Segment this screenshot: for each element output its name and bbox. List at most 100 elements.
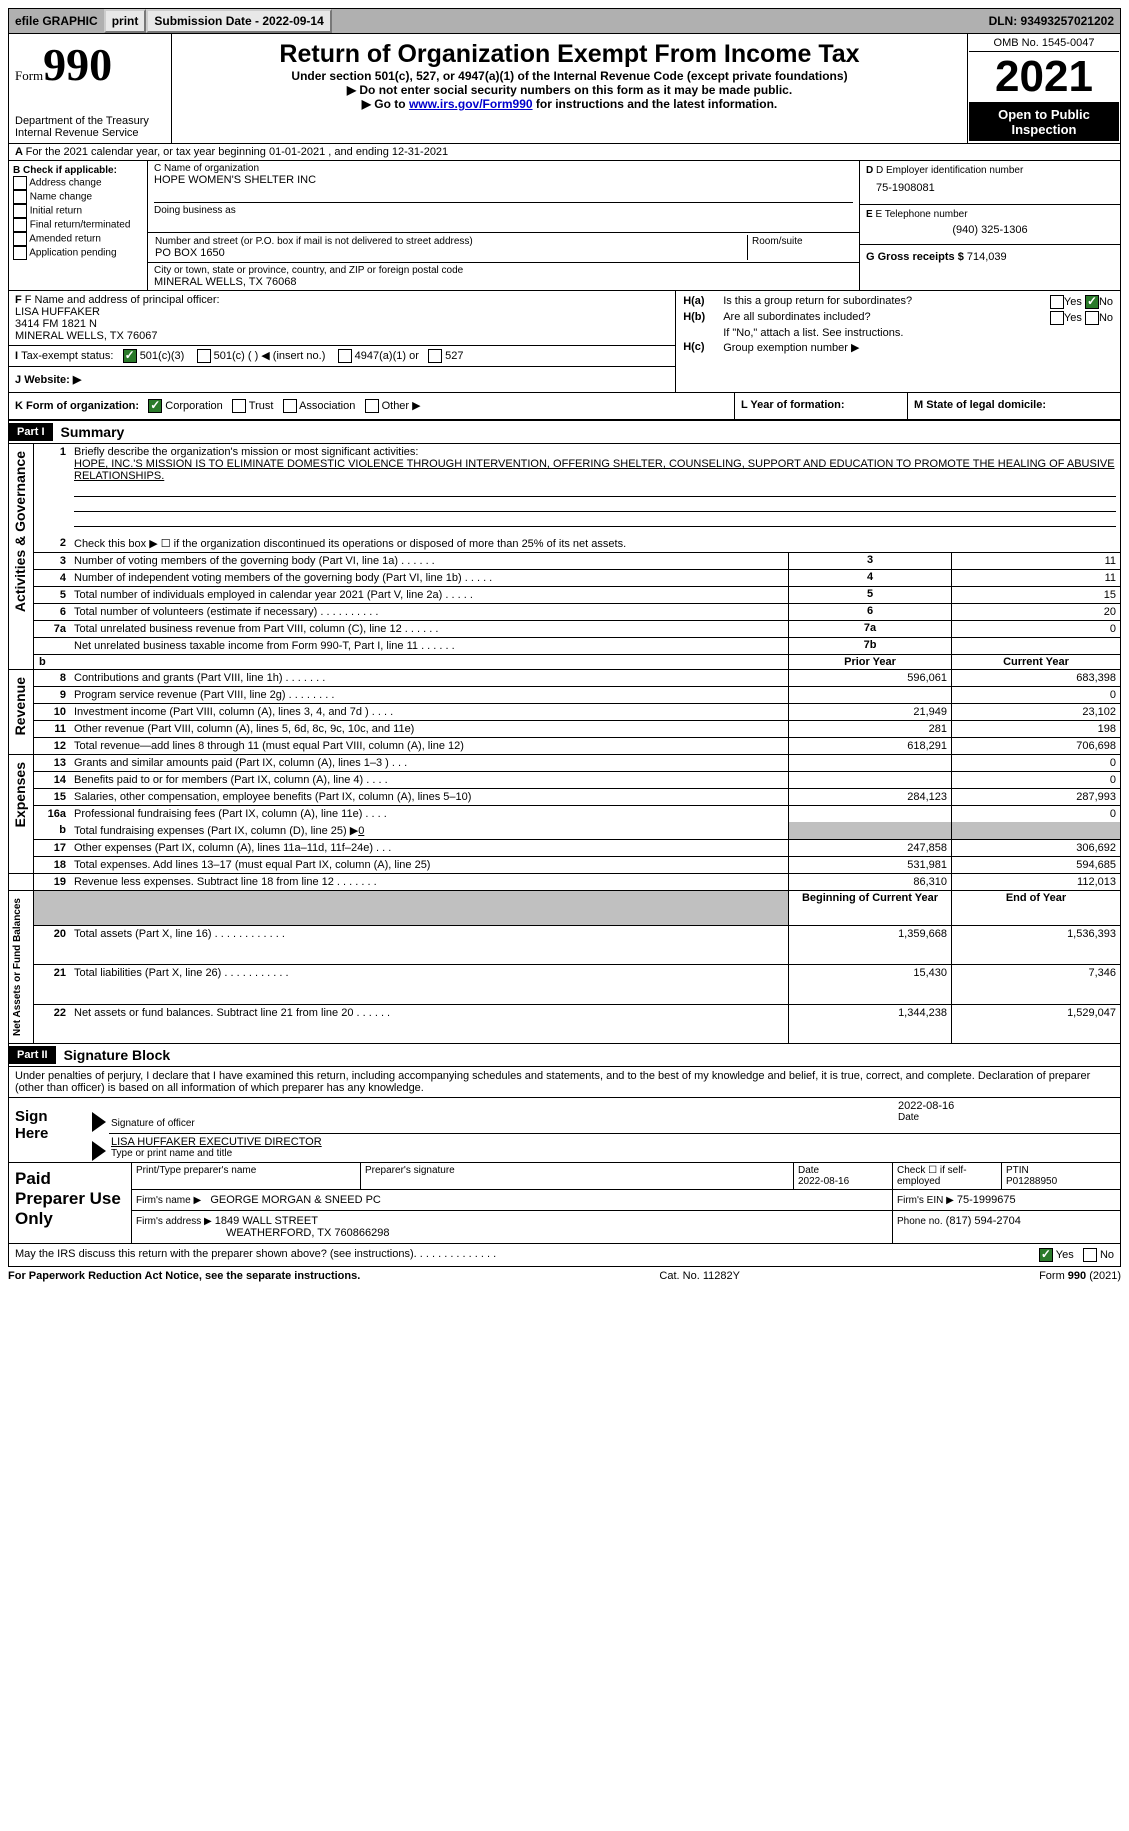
tel-label: E E Telephone number: [866, 209, 1114, 220]
k-l-m-row: K Form of organization: Corporation Trus…: [8, 393, 1121, 420]
form-subtitle: Under section 501(c), 527, or 4947(a)(1)…: [178, 69, 961, 83]
check-amended[interactable]: [13, 232, 27, 246]
q1-text: HOPE, INC.'S MISSION IS TO ELIMINATE DOM…: [74, 458, 1115, 482]
cb-4947[interactable]: [338, 349, 352, 363]
q12: Total revenue—add lines 8 through 11 (mu…: [70, 738, 789, 755]
v5: 15: [952, 587, 1121, 604]
form-title: Return of Organization Exempt From Incom…: [178, 40, 961, 69]
footer: For Paperwork Reduction Act Notice, see …: [8, 1267, 1121, 1285]
check-final[interactable]: [13, 218, 27, 232]
instr-1: ▶ Do not enter social security numbers o…: [178, 83, 961, 97]
q14: Benefits paid to or for members (Part IX…: [70, 772, 789, 789]
discuss-no[interactable]: [1083, 1248, 1097, 1262]
check-name[interactable]: [13, 190, 27, 204]
irs-link[interactable]: www.irs.gov/Form990: [409, 97, 533, 111]
part-i-label: Part I: [9, 423, 53, 441]
form-number: 990: [43, 39, 112, 90]
q8: Contributions and grants (Part VIII, lin…: [70, 670, 789, 687]
cb-501c3[interactable]: [123, 349, 137, 363]
q22: Net assets or fund balances. Subtract li…: [70, 1004, 789, 1043]
q18: Total expenses. Add lines 13–17 (must eq…: [70, 857, 789, 874]
cb-527[interactable]: [428, 349, 442, 363]
paid-preparer: Paid Preparer Use Only: [9, 1163, 132, 1244]
q16b: Total fundraising expenses (Part IX, col…: [70, 822, 789, 840]
check-pending[interactable]: [13, 246, 27, 260]
discuss-row: May the IRS discuss this return with the…: [8, 1244, 1121, 1267]
side-net: Net Assets or Fund Balances: [10, 892, 25, 1042]
discuss-yes[interactable]: [1039, 1248, 1053, 1262]
printed-label: Type or print name and title: [111, 1148, 1118, 1159]
hb-note: If "No," attach a list. See instructions…: [722, 326, 1114, 340]
tel-value: (940) 325-1306: [866, 220, 1114, 240]
arrow-icon: [92, 1141, 106, 1161]
hb-no[interactable]: [1085, 311, 1099, 325]
website-label: Website: ▶: [24, 374, 81, 386]
q10: Investment income (Part VIII, column (A)…: [70, 704, 789, 721]
cb-trust[interactable]: [232, 399, 246, 413]
ha-no[interactable]: [1085, 295, 1099, 309]
q3: Number of voting members of the governin…: [70, 553, 789, 570]
instr-2: ▶ Go to www.irs.gov/Form990 for instruct…: [178, 97, 961, 111]
v3: 11: [952, 553, 1121, 570]
tax-year: 2021: [969, 52, 1119, 103]
q19: Revenue less expenses. Subtract line 18 …: [70, 874, 789, 891]
q13: Grants and similar amounts paid (Part IX…: [70, 755, 789, 772]
tax-exempt-label: Tax-exempt status:: [21, 350, 113, 362]
declaration: Under penalties of perjury, I declare th…: [8, 1066, 1121, 1098]
ha-text: Is this a group return for subordinates?: [722, 294, 1014, 310]
q1-pre: Briefly describe the organization's miss…: [74, 446, 418, 458]
gross-label: G Gross receipts $: [866, 251, 964, 263]
q15: Salaries, other compensation, employee b…: [70, 789, 789, 806]
form-label: Form: [15, 68, 43, 83]
print-button[interactable]: print: [104, 9, 147, 33]
q16a: Professional fundraising fees (Part IX, …: [70, 806, 789, 823]
check-address[interactable]: [13, 176, 27, 190]
cb-501c[interactable]: [197, 349, 211, 363]
col-current: Current Year: [952, 655, 1121, 670]
dln: DLN: 93493257021202: [983, 11, 1120, 31]
q21: Total liabilities (Part X, line 26) . . …: [70, 965, 789, 1004]
sig-date-label: Date: [898, 1112, 1118, 1123]
cb-other[interactable]: [365, 399, 379, 413]
ptin: P01288950: [1006, 1176, 1057, 1187]
col-prior: Prior Year: [789, 655, 952, 670]
officer-label: F Name and address of principal officer:: [25, 294, 220, 306]
ein-value: 75-1908081: [866, 176, 1114, 200]
firm-addr2: WEATHERFORD, TX 760866298: [136, 1227, 389, 1239]
check-self: Check ☐ if self-employed: [893, 1163, 1002, 1190]
part-ii-title: Signature Block: [56, 1044, 179, 1066]
check-applicable: B Check if applicable: Address change Na…: [9, 161, 148, 291]
submission-date: Submission Date - 2022-09-14: [146, 9, 331, 33]
side-governance: Activities & Governance: [10, 445, 30, 618]
side-expenses: Expenses: [10, 756, 30, 833]
check-initial[interactable]: [13, 204, 27, 218]
part-ii-label: Part II: [9, 1046, 56, 1064]
v6: 20: [952, 604, 1121, 621]
firm-ein: 75-1999675: [957, 1194, 1016, 1206]
gross-value: 714,039: [967, 251, 1007, 263]
cb-assoc[interactable]: [283, 399, 297, 413]
officer-addr2: MINERAL WELLS, TX 76067: [15, 330, 157, 342]
q17: Other expenses (Part IX, column (A), lin…: [70, 840, 789, 857]
addr-value: PO BOX 1650: [155, 247, 746, 259]
arrow-icon: [92, 1112, 106, 1132]
q5: Total number of individuals employed in …: [70, 587, 789, 604]
m-label: M State of legal domicile:: [914, 399, 1046, 411]
firm-addr1: 1849 WALL STREET: [215, 1215, 318, 1227]
v7b: [952, 638, 1121, 655]
sign-here: Sign Here: [9, 1098, 92, 1163]
hb-text: Are all subordinates included?: [722, 310, 1014, 326]
ha-yes[interactable]: [1050, 295, 1064, 309]
q9: Program service revenue (Part VIII, line…: [70, 687, 789, 704]
sign-here-table: Sign Here Signature of officer 2022-08-1…: [8, 1098, 1121, 1163]
hc-text: Group exemption number ▶: [722, 340, 1114, 355]
c-name-label: C Name of organization: [154, 163, 853, 174]
prep-sig-label: Preparer's signature: [361, 1163, 794, 1190]
q7a: Total unrelated business revenue from Pa…: [70, 621, 789, 638]
sig-officer-label: Signature of officer: [111, 1118, 894, 1129]
hb-yes[interactable]: [1050, 311, 1064, 325]
irs-label: Internal Revenue Service: [15, 127, 165, 139]
cb-corp[interactable]: [148, 399, 162, 413]
l-label: L Year of formation:: [741, 399, 845, 411]
efile-label: efile GRAPHIC: [9, 11, 104, 31]
